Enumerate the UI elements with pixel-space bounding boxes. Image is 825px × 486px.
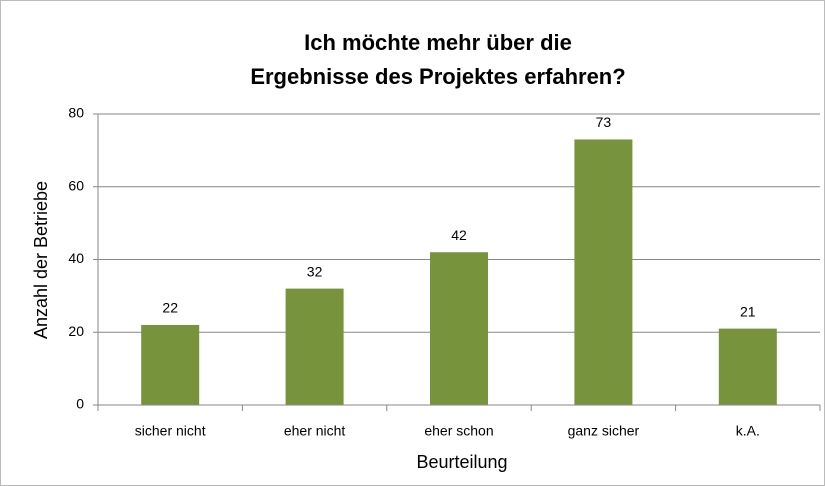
data-label: 42 bbox=[451, 227, 467, 243]
y-tick-label: 40 bbox=[68, 250, 84, 266]
y-tick-label: 60 bbox=[68, 177, 84, 193]
chart-title: Ich möchte mehr über die bbox=[304, 30, 572, 55]
y-tick-label: 0 bbox=[76, 396, 84, 412]
x-tick-label: eher schon bbox=[424, 423, 493, 439]
bar bbox=[574, 139, 633, 405]
data-label: 21 bbox=[740, 303, 756, 319]
y-tick-label: 80 bbox=[68, 105, 84, 121]
data-label: 32 bbox=[307, 263, 323, 279]
x-axis-label: Beurteilung bbox=[416, 452, 507, 472]
x-tick-label: k.A. bbox=[736, 423, 760, 439]
data-label: 73 bbox=[596, 114, 612, 130]
y-tick-label: 20 bbox=[68, 323, 84, 339]
y-axis-label: Anzahl der Betriebe bbox=[31, 181, 51, 339]
chart-title: Ergebnisse des Projektes erfahren? bbox=[250, 64, 625, 89]
bar bbox=[285, 288, 344, 405]
x-tick-label: ganz sicher bbox=[568, 423, 640, 439]
bar bbox=[141, 324, 200, 405]
data-label: 22 bbox=[162, 300, 178, 316]
x-tick-label: eher nicht bbox=[284, 423, 346, 439]
x-tick-label: sicher nicht bbox=[135, 423, 206, 439]
bar bbox=[718, 328, 777, 405]
bar bbox=[430, 252, 488, 405]
